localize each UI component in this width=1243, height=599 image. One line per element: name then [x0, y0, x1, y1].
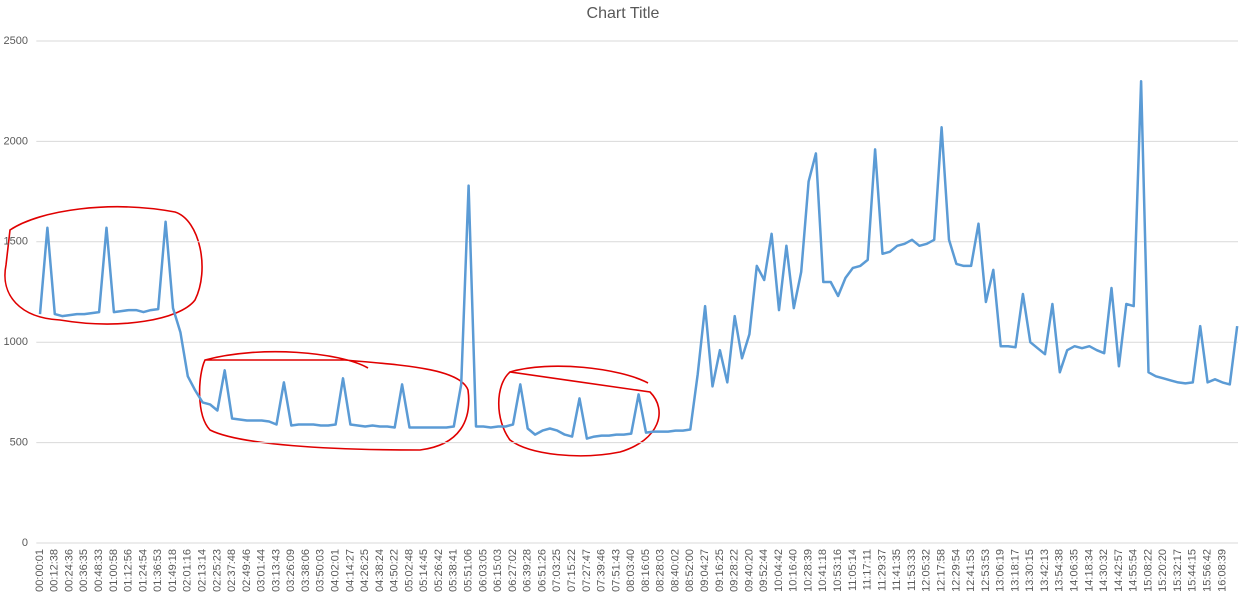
x-tick-label: 02:37:48 — [226, 549, 238, 592]
y-tick-label: 1500 — [4, 236, 28, 248]
x-tick-label: 02:49:46 — [241, 549, 253, 592]
data-line — [38, 79, 1239, 440]
annotation-circle — [498, 365, 660, 457]
x-tick-label: 03:01:44 — [256, 549, 268, 592]
x-tick-label: 11:17:11 — [862, 549, 874, 590]
x-tick-label: 08:03:40 — [625, 549, 637, 592]
x-tick-label: 03:13:43 — [270, 549, 282, 592]
x-tick-label: 00:36:35 — [78, 549, 90, 592]
annotation-circles — [4, 206, 660, 457]
x-tick-label: 07:51:43 — [610, 549, 622, 592]
x-tick-label: 13:30:15 — [1024, 549, 1036, 592]
x-tick-label: 06:15:03 — [492, 549, 504, 592]
x-tick-label: 01:00:58 — [108, 549, 120, 592]
x-tick-label: 13:54:38 — [1054, 549, 1066, 592]
x-tick-label: 04:14:27 — [344, 549, 356, 592]
x-tick-label: 01:12:56 — [123, 549, 135, 592]
x-tick-label: 12:41:53 — [965, 549, 977, 592]
x-tick-label: 05:38:41 — [448, 549, 460, 592]
x-tick-label: 12:29:54 — [950, 549, 962, 592]
x-tick-label: 09:04:27 — [699, 549, 711, 592]
x-tick-label: 00:12:38 — [49, 549, 61, 592]
x-tick-label: 09:16:25 — [714, 549, 726, 592]
x-tick-label: 12:17:58 — [935, 549, 947, 592]
x-tick-label: 01:49:18 — [167, 549, 179, 592]
x-tick-label: 13:06:19 — [995, 549, 1007, 592]
annotation-circle — [4, 206, 203, 325]
x-tick-label: 00:24:36 — [63, 549, 75, 592]
y-tick-label: 1000 — [4, 336, 28, 348]
x-tick-label: 14:06:35 — [1069, 549, 1081, 592]
x-tick-label: 12:05:32 — [921, 549, 933, 592]
x-tick-label: 14:18:34 — [1083, 549, 1095, 592]
x-tick-label: 08:28:03 — [655, 549, 667, 592]
x-tick-label: 15:20:20 — [1157, 549, 1169, 592]
x-tick-label: 10:53:16 — [832, 549, 844, 592]
x-tick-label: 03:50:03 — [315, 549, 327, 592]
x-tick-label: 07:27:47 — [581, 549, 593, 592]
x-tick-label: 12:53:53 — [980, 549, 992, 592]
x-tick-label: 10:28:39 — [802, 549, 814, 592]
x-tick-label: 02:01:16 — [182, 549, 194, 592]
x-tick-label: 09:28:22 — [729, 549, 741, 592]
x-tick-label: 05:02:48 — [403, 549, 415, 592]
x-tick-label: 02:13:14 — [196, 549, 208, 592]
x-tick-label: 05:14:45 — [418, 549, 430, 592]
x-tick-label: 15:08:22 — [1142, 549, 1154, 592]
x-tick-label: 01:36:53 — [152, 549, 164, 592]
x-tick-label: 06:39:28 — [522, 549, 534, 592]
x-tick-label: 05:26:42 — [433, 549, 445, 592]
x-tick-label: 02:25:23 — [211, 549, 223, 592]
y-tick-label: 2000 — [4, 135, 28, 147]
x-tick-label: 08:16:05 — [640, 549, 652, 592]
x-tick-label: 06:03:05 — [477, 549, 489, 592]
x-tick-label: 15:32:17 — [1172, 549, 1184, 592]
x-tick-label: 01:24:54 — [137, 549, 149, 592]
x-tick-label: 11:53:33 — [906, 549, 918, 591]
x-tick-label: 15:44:15 — [1187, 549, 1199, 592]
chart-title: Chart Title — [587, 5, 660, 22]
x-tick-label: 13:42:13 — [1039, 549, 1051, 592]
x-tick-label: 07:15:22 — [566, 549, 578, 592]
x-tick-label: 00:48:33 — [93, 549, 105, 592]
x-tick-label: 08:40:02 — [669, 549, 681, 592]
x-tick-label: 11:41:35 — [891, 549, 903, 591]
x-tick-label: 10:04:42 — [773, 549, 785, 592]
x-tick-label: 04:02:01 — [330, 549, 342, 592]
x-tick-label: 14:42:57 — [1113, 549, 1125, 592]
x-tick-label: 07:39:46 — [596, 549, 608, 592]
x-tick-label: 08:52:00 — [684, 549, 696, 592]
x-tick-label: 09:40:20 — [743, 549, 755, 592]
x-tick-label: 10:41:18 — [817, 549, 829, 592]
x-tick-label: 13:18:17 — [1009, 549, 1021, 592]
x-tick-label: 06:51:26 — [536, 549, 548, 592]
x-tick-label: 14:55:54 — [1128, 549, 1140, 592]
y-tick-label: 500 — [10, 437, 28, 449]
x-tick-label: 04:50:22 — [389, 549, 401, 592]
y-tick-label: 2500 — [4, 35, 28, 47]
x-tick-label: 03:26:09 — [285, 549, 297, 592]
x-tick-label: 15:56:42 — [1202, 549, 1214, 592]
x-tick-label: 03:38:06 — [300, 549, 312, 592]
x-tick-label: 06:27:02 — [507, 549, 519, 592]
x-tick-label: 05:51:06 — [463, 549, 475, 592]
annotation-circle — [198, 350, 470, 451]
y-tick-label: 0 — [22, 537, 28, 549]
x-tick-label: 07:03:25 — [551, 549, 563, 592]
x-tick-label: 04:26:25 — [359, 549, 371, 592]
x-tick-label: 00:00:01 — [34, 549, 46, 592]
x-tick-label: 04:38:24 — [374, 549, 386, 592]
x-tick-label: 09:52:44 — [758, 549, 770, 592]
x-tick-label: 16:08:39 — [1216, 549, 1228, 592]
x-tick-label: 11:05:14 — [847, 549, 859, 591]
x-tick-label: 14:30:32 — [1098, 549, 1110, 592]
x-tick-label: 11:29:37 — [876, 549, 888, 591]
x-tick-label: 10:16:40 — [788, 549, 800, 592]
